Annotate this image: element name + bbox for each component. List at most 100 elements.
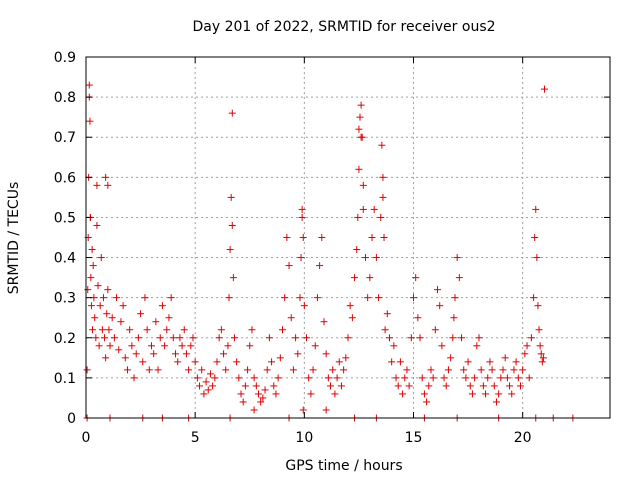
data-point (434, 286, 442, 294)
data-point (354, 213, 362, 221)
data-point (359, 181, 367, 189)
data-point (477, 366, 485, 374)
data-point (163, 326, 171, 334)
data-point (447, 354, 455, 362)
data-point (436, 302, 444, 310)
data-point (309, 366, 317, 374)
data-point (523, 342, 531, 350)
data-point (519, 366, 527, 374)
data-point (94, 282, 102, 290)
data-point (294, 350, 302, 358)
data-point (270, 382, 278, 390)
data-point (165, 314, 173, 322)
data-point (89, 326, 97, 334)
data-point (464, 358, 472, 366)
data-point (458, 334, 466, 342)
data-point (176, 334, 184, 342)
data-point (468, 390, 476, 398)
data-point (217, 326, 225, 334)
data-point (141, 294, 149, 302)
x-tick-label: 0 (82, 430, 91, 446)
data-point (233, 358, 241, 366)
data-point (482, 390, 490, 398)
data-point (479, 382, 487, 390)
data-point (390, 342, 398, 350)
data-point (244, 366, 252, 374)
x-tick-label: 10 (295, 430, 313, 446)
data-point (104, 181, 112, 189)
data-point (156, 334, 164, 342)
x-tick-label: 5 (191, 430, 200, 446)
data-point (381, 326, 389, 334)
data-point (361, 254, 369, 262)
data-point (101, 334, 109, 342)
data-point (438, 342, 446, 350)
data-points (83, 81, 577, 422)
data-point (102, 354, 110, 362)
data-point (394, 382, 402, 390)
data-point (313, 294, 321, 302)
y-tick-label: 0.1 (54, 371, 76, 387)
data-point (353, 246, 361, 254)
data-point (227, 193, 235, 201)
data-point (488, 366, 496, 374)
data-point (501, 354, 509, 362)
data-point (299, 406, 307, 414)
data-point (88, 246, 96, 254)
data-point (541, 85, 548, 93)
data-point (379, 173, 387, 181)
data-point (91, 314, 99, 322)
data-point (239, 398, 247, 406)
data-point (185, 366, 193, 374)
data-point (527, 334, 535, 342)
data-point (98, 326, 106, 334)
data-point (307, 390, 315, 398)
axis-ticks: 0 0.1 0.2 0.3 0.4 0.5 0.6 0.7 0.8 0.9 0 5 10 15 20 (54, 50, 610, 446)
data-point (150, 350, 158, 358)
data-point (425, 382, 433, 390)
data-point (182, 350, 190, 358)
data-point (429, 374, 437, 382)
data-point (84, 286, 92, 294)
data-point (225, 294, 233, 302)
data-point (130, 374, 138, 382)
data-point (316, 262, 324, 270)
data-point (161, 342, 169, 350)
data-point (213, 358, 221, 366)
data-point (370, 205, 378, 213)
data-point (97, 254, 105, 262)
data-point (167, 294, 175, 302)
data-point (521, 350, 529, 358)
data-point (396, 358, 404, 366)
data-point (86, 117, 94, 125)
data-point (287, 314, 295, 322)
data-point (169, 334, 177, 342)
data-point (475, 334, 483, 342)
data-point (241, 382, 249, 390)
data-point (206, 370, 214, 378)
data-point (508, 390, 516, 398)
data-point (537, 350, 545, 358)
data-point (254, 390, 262, 398)
data-point (516, 382, 524, 390)
data-point (510, 366, 518, 374)
data-point (263, 366, 271, 374)
data-point (385, 334, 393, 342)
data-point (198, 366, 206, 374)
x-tick-label: 20 (514, 430, 532, 446)
data-point (283, 234, 291, 241)
data-point (355, 165, 363, 173)
data-point (392, 374, 400, 382)
data-point (356, 113, 364, 121)
data-point (250, 374, 258, 382)
data-point (530, 294, 538, 302)
data-point (418, 374, 426, 382)
data-point (196, 382, 204, 390)
data-point (237, 390, 245, 398)
data-point (154, 366, 162, 374)
x-axis-label: GPS time / hours (285, 458, 402, 474)
data-point (228, 109, 236, 117)
data-point (200, 390, 208, 398)
data-point (322, 406, 330, 414)
